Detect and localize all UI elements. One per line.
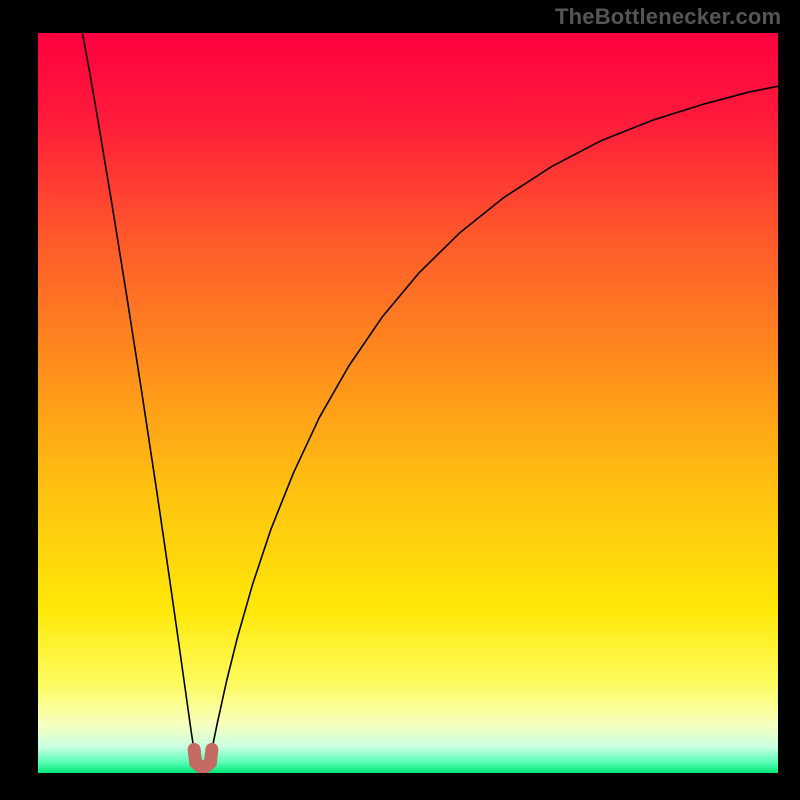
- watermark-text: TheBottlenecker.com: [555, 4, 781, 30]
- chart-svg: [38, 33, 778, 773]
- plot-area: [38, 33, 778, 773]
- figure-root: TheBottlenecker.com: [0, 0, 800, 800]
- gradient-background: [38, 33, 778, 773]
